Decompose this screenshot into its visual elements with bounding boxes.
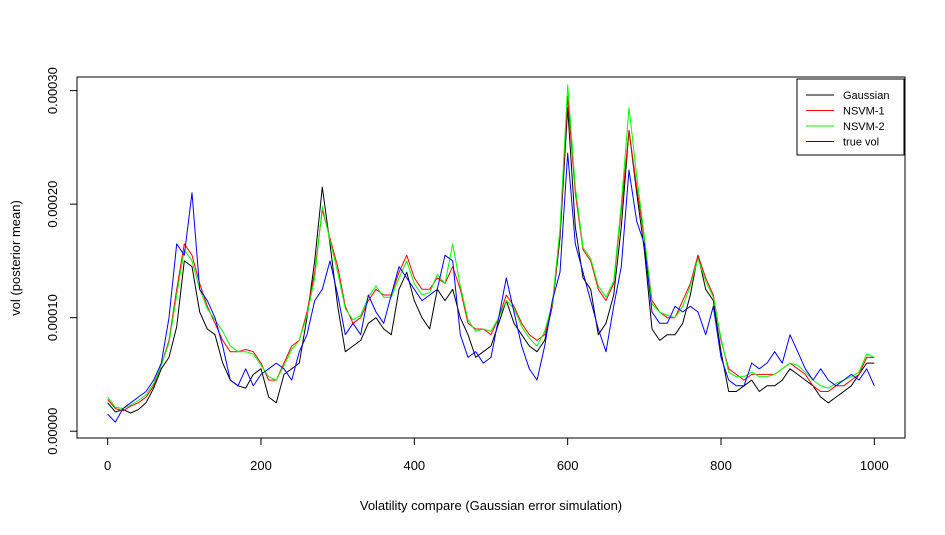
x-axis-label: Volatility compare (Gaussian error simul… bbox=[360, 498, 622, 513]
legend-label: Gaussian bbox=[843, 90, 889, 102]
y-tick-label: 0.00000 bbox=[45, 408, 60, 455]
y-tick-label: 0.00020 bbox=[45, 181, 60, 228]
legend: Gaussian NSVM-1 NSVM-2 true vol bbox=[796, 78, 905, 156]
y-axis: 0.00000 0.00010 0.00020 0.00030 bbox=[45, 67, 78, 455]
legend-label: NSVM-2 bbox=[843, 121, 885, 133]
x-axis: 0 200 400 600 800 1000 bbox=[104, 437, 889, 473]
x-tick-label: 200 bbox=[250, 458, 272, 473]
y-tick-label: 0.00030 bbox=[45, 67, 60, 114]
legend-label: true vol bbox=[843, 137, 879, 149]
x-tick-label: 0 bbox=[104, 458, 111, 473]
x-tick-label: 400 bbox=[403, 458, 425, 473]
x-tick-label: 600 bbox=[557, 458, 579, 473]
y-axis-label: vol (posterior mean) bbox=[8, 200, 23, 316]
series-line-gaussian bbox=[107, 107, 875, 414]
plot-frame bbox=[76, 76, 906, 439]
legend-box bbox=[796, 78, 905, 156]
x-tick-label: 1000 bbox=[860, 458, 889, 473]
series-line-true-vol bbox=[107, 152, 875, 423]
x-tick-label: 800 bbox=[710, 458, 732, 473]
legend-label: NSVM-1 bbox=[843, 106, 885, 118]
series-line-nsvm-2 bbox=[107, 84, 875, 409]
y-tick-label: 0.00010 bbox=[45, 294, 60, 341]
series-lines bbox=[107, 84, 875, 423]
